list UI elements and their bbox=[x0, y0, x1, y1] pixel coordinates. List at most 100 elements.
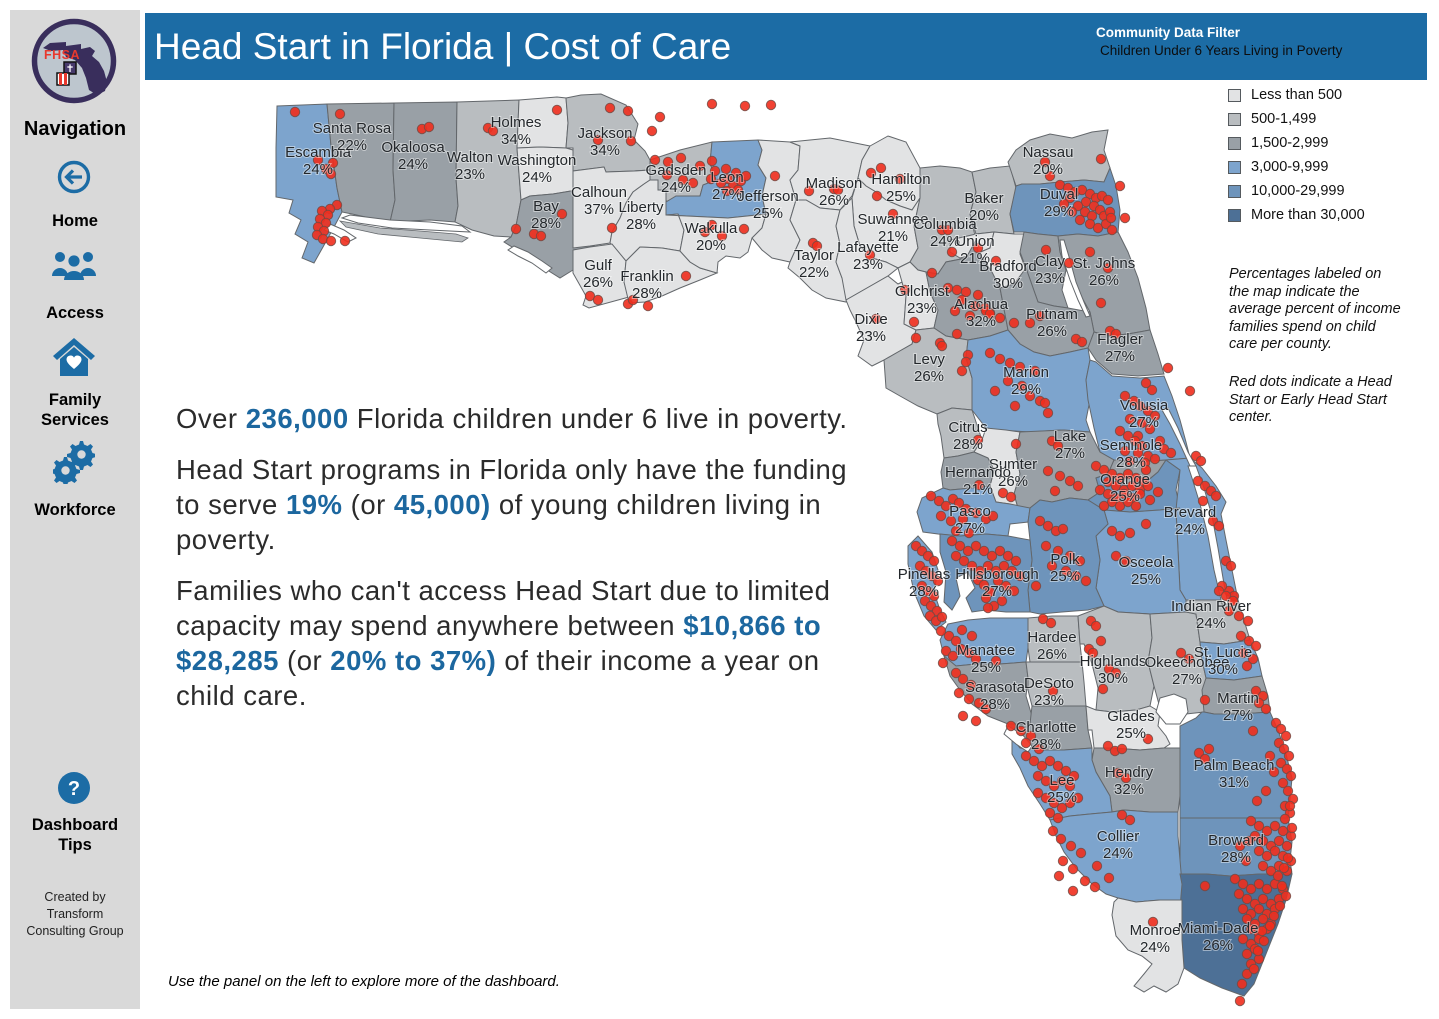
svg-text:Okeechobee: Okeechobee bbox=[1144, 654, 1229, 671]
svg-text:27%: 27% bbox=[712, 186, 742, 203]
svg-text:24%: 24% bbox=[1103, 845, 1133, 862]
svg-text:St. Johns: St. Johns bbox=[1073, 255, 1136, 272]
svg-text:37%: 37% bbox=[584, 201, 614, 218]
svg-text:FHSA: FHSA bbox=[44, 48, 80, 62]
svg-text:Glades: Glades bbox=[1107, 708, 1155, 725]
svg-text:Marion: Marion bbox=[1003, 364, 1049, 381]
svg-text:Sarasota: Sarasota bbox=[965, 679, 1026, 696]
svg-text:Gadsden: Gadsden bbox=[646, 162, 707, 179]
svg-text:Gulf: Gulf bbox=[584, 257, 612, 274]
svg-text:26%: 26% bbox=[1089, 272, 1119, 289]
svg-text:26%: 26% bbox=[1037, 646, 1067, 663]
svg-text:Franklin: Franklin bbox=[620, 268, 673, 285]
svg-text:Clay: Clay bbox=[1035, 253, 1066, 270]
svg-text:Seminole: Seminole bbox=[1100, 437, 1163, 454]
svg-text:20%: 20% bbox=[1033, 161, 1063, 178]
svg-text:Hardee: Hardee bbox=[1027, 629, 1076, 646]
svg-text:Charlotte: Charlotte bbox=[1016, 719, 1077, 736]
svg-text:Volusia: Volusia bbox=[1120, 397, 1169, 414]
svg-text:Brevard: Brevard bbox=[1164, 504, 1217, 521]
svg-text:34%: 34% bbox=[501, 131, 531, 148]
svg-text:25%: 25% bbox=[1047, 789, 1077, 806]
svg-text:27%: 27% bbox=[982, 583, 1012, 600]
svg-text:28%: 28% bbox=[980, 696, 1010, 713]
svg-text:32%: 32% bbox=[1114, 781, 1144, 798]
svg-text:Union: Union bbox=[955, 233, 994, 250]
svg-text:Madison: Madison bbox=[806, 175, 863, 192]
svg-text:Okaloosa: Okaloosa bbox=[381, 139, 445, 156]
svg-text:21%: 21% bbox=[878, 228, 908, 245]
svg-text:Collier: Collier bbox=[1097, 828, 1140, 845]
svg-text:Dixie: Dixie bbox=[854, 311, 887, 328]
svg-text:Manatee: Manatee bbox=[957, 642, 1015, 659]
svg-text:Orange: Orange bbox=[1100, 471, 1150, 488]
svg-text:Martin: Martin bbox=[1217, 690, 1259, 707]
svg-text:24%: 24% bbox=[1196, 615, 1226, 632]
svg-text:Taylor: Taylor bbox=[794, 247, 834, 264]
svg-text:Santa Rosa: Santa Rosa bbox=[313, 120, 392, 137]
svg-text:Columbia: Columbia bbox=[913, 216, 977, 233]
svg-text:25%: 25% bbox=[886, 188, 916, 205]
svg-text:26%: 26% bbox=[1203, 937, 1233, 954]
svg-text:30%: 30% bbox=[993, 275, 1023, 292]
svg-text:24%: 24% bbox=[1175, 521, 1205, 538]
svg-text:Escambia: Escambia bbox=[285, 144, 352, 161]
svg-text:Hamilton: Hamilton bbox=[871, 171, 930, 188]
svg-text:21%: 21% bbox=[960, 250, 990, 267]
svg-text:23%: 23% bbox=[455, 166, 485, 183]
svg-text:Broward: Broward bbox=[1208, 832, 1264, 849]
svg-text:Citrus: Citrus bbox=[948, 419, 987, 436]
svg-text:Lee: Lee bbox=[1049, 772, 1074, 789]
svg-text:Flagler: Flagler bbox=[1097, 331, 1143, 348]
svg-text:27%: 27% bbox=[1172, 671, 1202, 688]
svg-text:DeSoto: DeSoto bbox=[1024, 675, 1074, 692]
svg-text:28%: 28% bbox=[1031, 736, 1061, 753]
svg-text:Bradford: Bradford bbox=[979, 258, 1037, 275]
svg-text:22%: 22% bbox=[799, 264, 829, 281]
svg-text:25%: 25% bbox=[1050, 568, 1080, 585]
svg-text:Duval: Duval bbox=[1040, 186, 1078, 203]
svg-text:Palm Beach: Palm Beach bbox=[1194, 757, 1275, 774]
svg-text:Osceola: Osceola bbox=[1118, 554, 1174, 571]
svg-text:Alachua: Alachua bbox=[954, 296, 1009, 313]
svg-text:28%: 28% bbox=[626, 216, 656, 233]
svg-text:Miami-Dade: Miami-Dade bbox=[1178, 920, 1259, 937]
svg-text:Sumter: Sumter bbox=[989, 456, 1037, 473]
svg-text:?: ? bbox=[68, 778, 80, 800]
svg-text:Monroe: Monroe bbox=[1130, 922, 1181, 939]
svg-text:32%: 32% bbox=[966, 313, 996, 330]
svg-text:Putnam: Putnam bbox=[1026, 306, 1078, 323]
svg-text:28%: 28% bbox=[1221, 849, 1251, 866]
svg-text:Baker: Baker bbox=[964, 190, 1003, 207]
svg-text:28%: 28% bbox=[632, 285, 662, 302]
svg-text:29%: 29% bbox=[1044, 203, 1074, 220]
svg-text:Lafayette: Lafayette bbox=[837, 239, 899, 256]
svg-text:26%: 26% bbox=[1037, 323, 1067, 340]
svg-text:23%: 23% bbox=[1034, 692, 1064, 709]
svg-text:Nassau: Nassau bbox=[1023, 144, 1074, 161]
svg-text:Calhoun: Calhoun bbox=[571, 184, 627, 201]
svg-text:Hendry: Hendry bbox=[1105, 764, 1154, 781]
svg-text:24%: 24% bbox=[1140, 939, 1170, 956]
svg-text:Highlands: Highlands bbox=[1080, 653, 1147, 670]
svg-text:Holmes: Holmes bbox=[491, 114, 542, 131]
svg-text:St. Lucie: St. Lucie bbox=[1194, 644, 1252, 661]
svg-text:20%: 20% bbox=[696, 237, 726, 254]
svg-text:Suwannee: Suwannee bbox=[858, 211, 929, 228]
svg-text:31%: 31% bbox=[1219, 774, 1249, 791]
svg-text:22%: 22% bbox=[337, 137, 367, 154]
svg-text:25%: 25% bbox=[971, 659, 1001, 676]
svg-text:23%: 23% bbox=[856, 328, 886, 345]
svg-text:25%: 25% bbox=[1110, 488, 1140, 505]
svg-text:Lake: Lake bbox=[1054, 428, 1087, 445]
svg-text:Jackson: Jackson bbox=[577, 125, 632, 142]
svg-text:27%: 27% bbox=[1129, 414, 1159, 431]
svg-text:24%: 24% bbox=[303, 161, 333, 178]
svg-text:Gilchrist: Gilchrist bbox=[895, 283, 950, 300]
svg-text:23%: 23% bbox=[907, 300, 937, 317]
svg-text:29%: 29% bbox=[1011, 381, 1041, 398]
svg-text:26%: 26% bbox=[914, 368, 944, 385]
svg-text:34%: 34% bbox=[590, 142, 620, 159]
svg-text:Bay: Bay bbox=[533, 198, 559, 215]
svg-text:21%: 21% bbox=[963, 481, 993, 498]
